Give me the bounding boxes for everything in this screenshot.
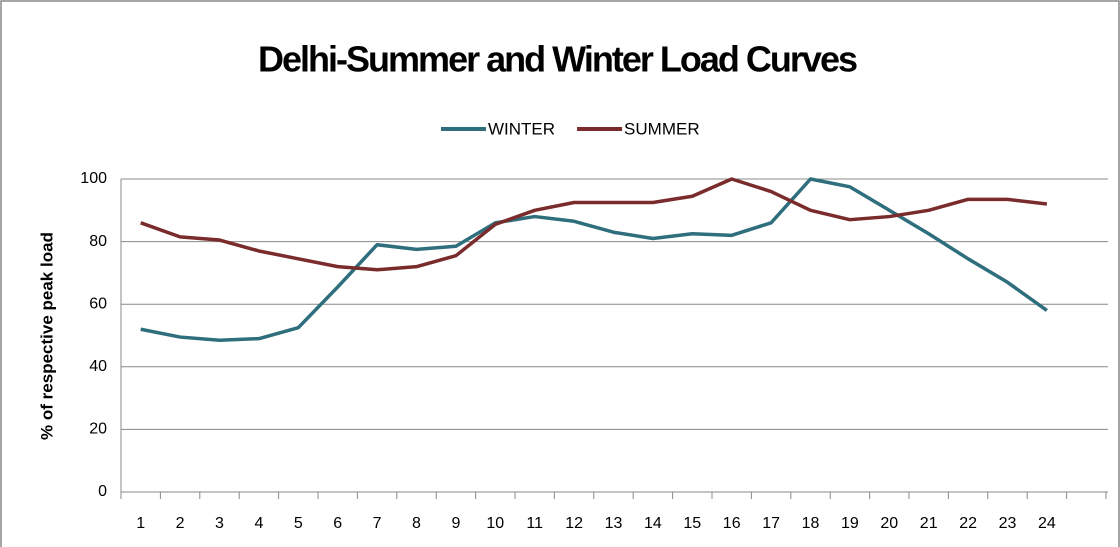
x-tick-label: 5 xyxy=(294,515,303,532)
y-tick-label: 40 xyxy=(89,358,107,375)
x-tick-label: 19 xyxy=(841,515,859,532)
x-tick-label: 13 xyxy=(605,515,623,532)
x-tick-label: 9 xyxy=(451,515,460,532)
legend-label: WINTER xyxy=(488,119,555,138)
x-tick-label: 24 xyxy=(1038,515,1056,532)
series-line xyxy=(140,177,1048,272)
x-tick-label: 7 xyxy=(373,515,382,532)
y-axis-label: % of respective peak load xyxy=(37,232,56,440)
x-tick-label: 23 xyxy=(999,515,1017,532)
x-tick-label: 8 xyxy=(412,515,421,532)
x-tick-label: 17 xyxy=(762,515,780,532)
x-tick-label: 22 xyxy=(959,515,977,532)
x-tick-label: 18 xyxy=(802,515,820,532)
y-tick-label: 100 xyxy=(80,170,107,187)
legend-label: SUMMER xyxy=(624,119,700,138)
x-tick-label: 4 xyxy=(254,515,263,532)
x-tick-label: 11 xyxy=(526,515,543,532)
x-tick-label: 12 xyxy=(565,515,583,532)
x-tick-label: 2 xyxy=(176,515,185,532)
x-tick-label: 1 xyxy=(136,515,145,532)
x-tick-label: 20 xyxy=(880,515,898,532)
x-tick-label: 16 xyxy=(723,515,741,532)
y-tick-label: 80 xyxy=(89,233,107,250)
x-tick-label: 15 xyxy=(683,515,701,532)
y-tick-label: 60 xyxy=(89,295,107,312)
x-tick-label: 21 xyxy=(920,515,938,532)
x-tick-label: 3 xyxy=(215,515,224,532)
y-tick-label: 20 xyxy=(89,421,107,438)
x-tick-label: 10 xyxy=(486,515,504,532)
chart-title: Delhi-Summer and Winter Load Curves xyxy=(258,39,858,80)
x-tick-label: 14 xyxy=(644,515,662,532)
x-tick-label: 6 xyxy=(333,515,342,532)
y-tick-label: 0 xyxy=(98,483,107,500)
